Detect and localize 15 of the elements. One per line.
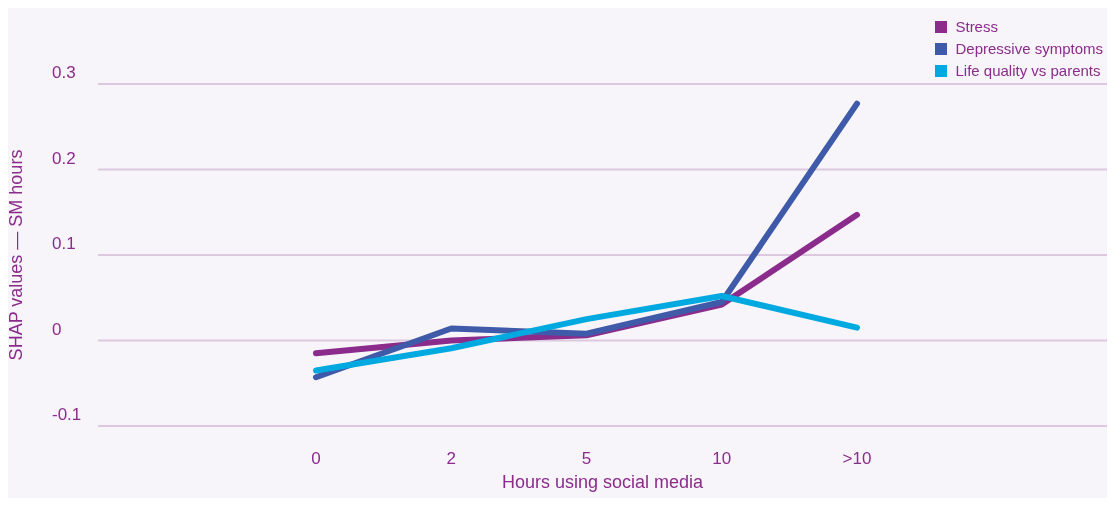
y-tick-label: 0: [52, 319, 62, 339]
legend-label: Life quality vs parents: [955, 61, 1101, 81]
y-tick-label: 0.1: [52, 234, 76, 254]
y-tick-label: 0.2: [52, 148, 76, 168]
x-tick-label: 2: [446, 449, 456, 469]
legend-label: Depressive symptoms: [955, 39, 1103, 59]
x-tick-label: 10: [712, 449, 732, 469]
legend-label: Stress: [955, 17, 998, 37]
y-tick-label: 0.3: [52, 63, 76, 83]
x-tick-label: 0: [311, 449, 321, 469]
y-tick-label: -0.1: [52, 405, 82, 425]
x-tick-label: 5: [581, 449, 592, 469]
x-tick-label: >10: [842, 449, 872, 469]
y-axis-title: SHAP values — SM hours: [6, 149, 27, 361]
x-axis-title: Hours using social media: [501, 472, 705, 492]
